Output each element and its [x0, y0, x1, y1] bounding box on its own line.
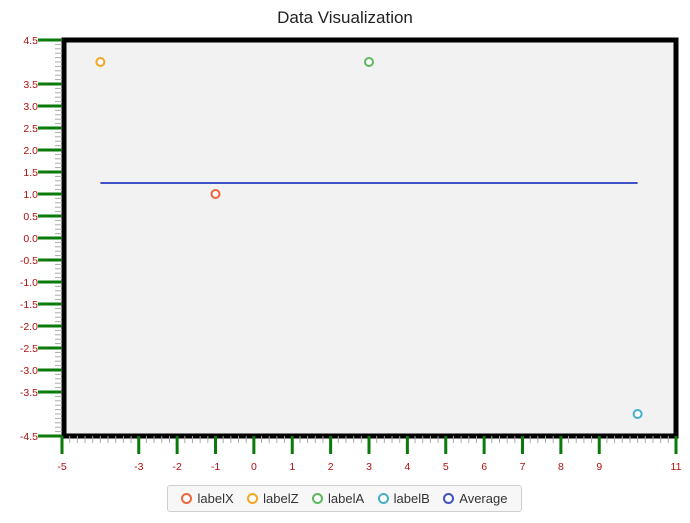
y-tick-label: -1.0 — [20, 277, 38, 289]
chart-title: Data Visualization — [277, 8, 413, 27]
x-tick-label: 11 — [671, 461, 682, 473]
y-tick-label: 4.5 — [23, 35, 38, 47]
y-tick-label: -1.5 — [20, 299, 38, 311]
y-tick-label: 1.0 — [23, 189, 38, 201]
data-point-labelx — [210, 189, 221, 199]
y-tick-label: 3.0 — [23, 101, 38, 113]
legend-label: labelZ — [263, 491, 299, 506]
legend-label: labelB — [393, 491, 430, 506]
x-tick-label: 5 — [443, 461, 449, 473]
x-tick-label: -3 — [134, 461, 143, 473]
legend-item-labelb[interactable]: labelB — [377, 491, 430, 506]
legend-item-labelx[interactable]: labelX — [181, 491, 234, 506]
legend-swatch-icon — [312, 493, 324, 504]
y-tick-label: 1.5 — [23, 167, 38, 179]
x-tick-label: 8 — [558, 461, 564, 473]
axes: -5 -3 -2 -1 0 1 2 3 4 5 6 7 8 9 11 4.5 3.5 3.0 2.5 2.0 1.5 1.… — [20, 35, 682, 473]
legend-item-labelz[interactable]: labelZ — [247, 491, 299, 506]
x-tick-label: 4 — [404, 461, 410, 473]
legend-swatch-icon — [247, 493, 259, 504]
x-tick-label: 1 — [289, 461, 295, 473]
x-tick-label: 3 — [366, 461, 372, 473]
legend-item-labela[interactable]: labelA — [312, 491, 364, 506]
y-tick-label: 0.5 — [23, 211, 38, 223]
y-tick-label: -4.5 — [20, 431, 38, 443]
legend-swatch-icon — [443, 493, 455, 504]
x-tick-label: 7 — [520, 461, 526, 473]
legend-label: labelX — [197, 491, 234, 506]
legend-swatch-icon — [181, 493, 193, 504]
legend-swatch-icon — [377, 493, 389, 504]
legend: labelX labelZ labelA labelB Average — [167, 485, 522, 512]
legend-label: Average — [459, 491, 508, 506]
y-tick-label: 3.5 — [23, 79, 38, 91]
y-tick-label: -3.5 — [20, 387, 38, 399]
x-tick-label: 9 — [596, 461, 602, 473]
x-tick-label: -5 — [57, 461, 66, 473]
y-tick-label: 0.0 — [23, 233, 38, 245]
series-layer — [95, 57, 643, 419]
x-tick-label: 0 — [251, 461, 257, 473]
y-tick-label: -0.5 — [20, 255, 38, 267]
y-tick-label: 2.0 — [23, 145, 38, 157]
x-tick-label: -1 — [211, 461, 220, 473]
data-point-labelb — [632, 409, 643, 419]
data-point-labelz — [95, 57, 106, 67]
y-tick-label: -2.0 — [20, 321, 38, 333]
x-tick-label: 2 — [328, 461, 334, 473]
x-tick-label: -2 — [172, 461, 181, 473]
y-tick-label: -3.0 — [20, 365, 38, 377]
plot-area — [61, 37, 679, 439]
y-tick-label: -2.5 — [20, 343, 38, 355]
y-tick-label: 2.5 — [23, 123, 38, 135]
data-point-labela — [364, 57, 374, 67]
legend-item-average[interactable]: Average — [443, 491, 507, 506]
x-tick-label: 6 — [481, 461, 487, 473]
legend-label: labelA — [328, 491, 365, 506]
